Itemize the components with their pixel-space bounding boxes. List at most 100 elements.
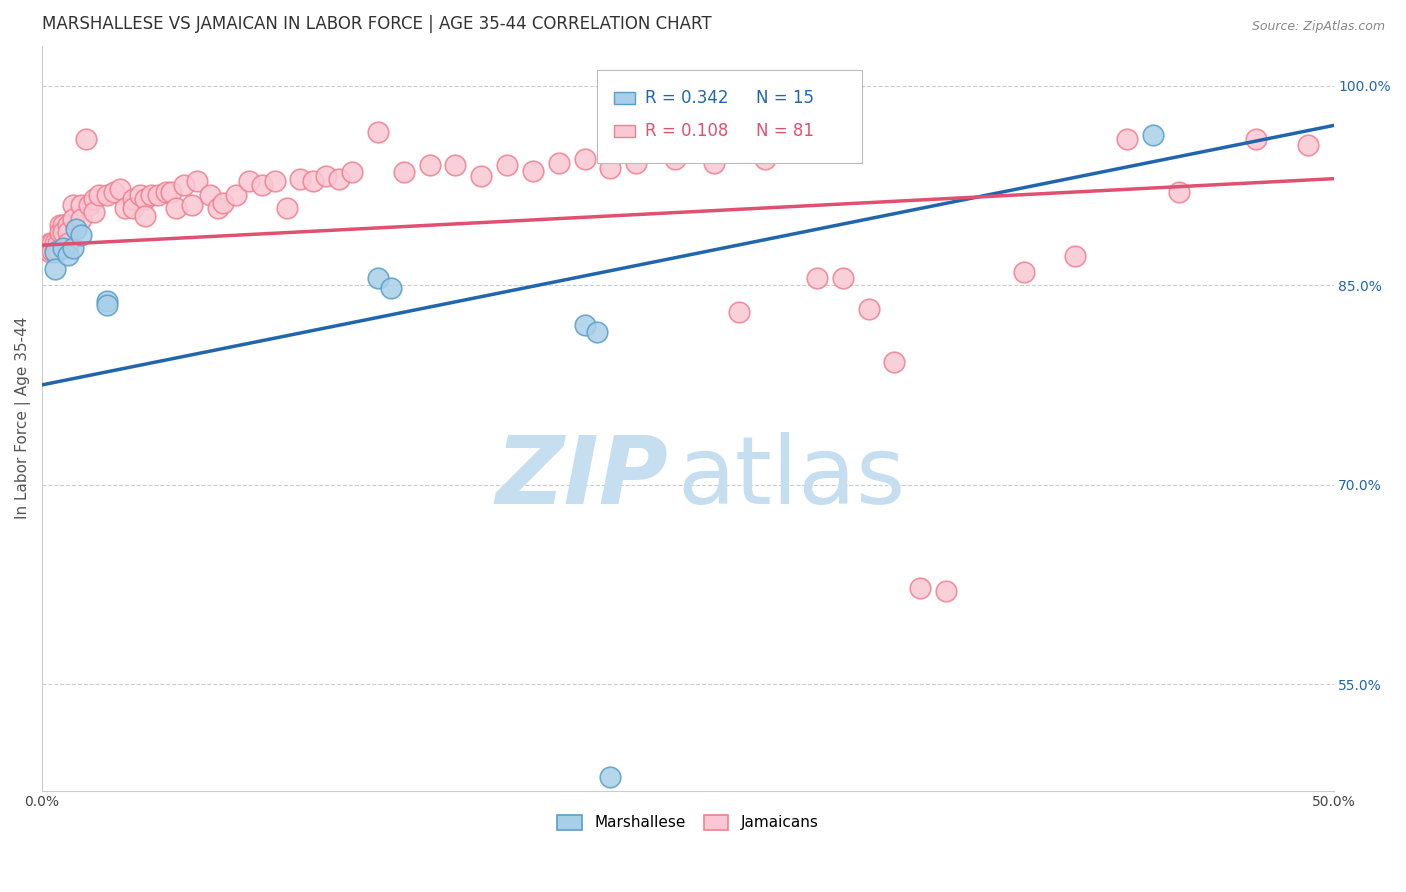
Point	[831, 271, 853, 285]
Point	[935, 584, 957, 599]
Point	[302, 174, 325, 188]
Text: Source: ZipAtlas.com: Source: ZipAtlas.com	[1251, 20, 1385, 33]
Point	[83, 205, 105, 219]
Point	[1012, 265, 1035, 279]
Point	[121, 192, 143, 206]
FancyBboxPatch shape	[598, 70, 862, 162]
Point	[392, 165, 415, 179]
Point	[83, 192, 105, 206]
Point	[198, 187, 221, 202]
Text: N = 81: N = 81	[756, 121, 814, 139]
Point	[496, 158, 519, 172]
Point	[160, 185, 183, 199]
FancyBboxPatch shape	[614, 92, 636, 103]
Point	[77, 198, 100, 212]
Point	[44, 244, 66, 259]
Point	[225, 187, 247, 202]
Point	[1115, 132, 1137, 146]
Point	[703, 155, 725, 169]
Point	[52, 219, 75, 233]
Point	[1244, 132, 1267, 146]
Point	[586, 325, 609, 339]
FancyBboxPatch shape	[614, 125, 636, 136]
Point	[328, 171, 350, 186]
Point	[62, 211, 84, 226]
Point	[276, 201, 298, 215]
Point	[134, 192, 156, 206]
Point	[574, 318, 596, 332]
Point	[624, 155, 647, 169]
Point	[46, 235, 69, 250]
Point	[599, 161, 621, 175]
Point	[108, 182, 131, 196]
Point	[49, 225, 72, 239]
Point	[155, 185, 177, 199]
Point	[148, 187, 170, 202]
Point	[728, 304, 751, 318]
Legend: Marshallese, Jamaicans: Marshallese, Jamaicans	[551, 809, 824, 837]
Point	[173, 178, 195, 193]
Point	[754, 152, 776, 166]
Point	[44, 244, 66, 258]
Point	[56, 247, 79, 261]
Point	[444, 158, 467, 172]
Point	[883, 355, 905, 369]
Text: N = 15: N = 15	[756, 89, 814, 107]
Point	[44, 235, 66, 250]
Point	[1064, 249, 1087, 263]
Point	[46, 244, 69, 258]
Point	[96, 298, 118, 312]
Point	[418, 158, 440, 172]
Point	[806, 271, 828, 285]
Text: MARSHALLESE VS JAMAICAN IN LABOR FORCE | AGE 35-44 CORRELATION CHART: MARSHALLESE VS JAMAICAN IN LABOR FORCE |…	[42, 15, 711, 33]
Point	[340, 165, 363, 179]
Point	[70, 198, 93, 212]
Point	[574, 152, 596, 166]
Point	[44, 262, 66, 277]
Point	[212, 195, 235, 210]
Point	[367, 271, 389, 285]
Point	[56, 219, 79, 233]
Point	[96, 187, 118, 202]
Point	[52, 241, 75, 255]
Point	[263, 174, 285, 188]
Point	[41, 235, 63, 250]
Point	[664, 152, 686, 166]
Point	[56, 235, 79, 250]
Point	[70, 211, 93, 226]
Point	[65, 222, 87, 236]
Point	[547, 155, 569, 169]
Point	[380, 281, 402, 295]
Point	[70, 227, 93, 242]
Point	[910, 582, 932, 596]
Point	[96, 294, 118, 309]
Point	[87, 187, 110, 202]
Text: R = 0.342: R = 0.342	[645, 89, 728, 107]
Point	[1142, 128, 1164, 142]
Point	[1296, 138, 1319, 153]
Point	[470, 169, 492, 183]
Point	[315, 169, 337, 183]
Point	[114, 201, 136, 215]
Point	[207, 201, 229, 215]
Point	[41, 244, 63, 258]
Point	[103, 185, 125, 199]
Point	[134, 209, 156, 223]
Point	[121, 201, 143, 215]
Text: ZIP: ZIP	[495, 432, 668, 524]
Point	[56, 225, 79, 239]
Text: atlas: atlas	[678, 432, 905, 524]
Point	[599, 770, 621, 784]
Point	[129, 187, 152, 202]
Point	[180, 198, 202, 212]
Point	[49, 219, 72, 233]
Point	[290, 171, 312, 186]
Point	[139, 187, 162, 202]
Point	[1167, 185, 1189, 199]
Point	[367, 125, 389, 139]
Point	[52, 225, 75, 239]
Point	[38, 235, 60, 250]
Point	[165, 201, 187, 215]
Y-axis label: In Labor Force | Age 35-44: In Labor Force | Age 35-44	[15, 317, 31, 519]
Point	[250, 178, 273, 193]
